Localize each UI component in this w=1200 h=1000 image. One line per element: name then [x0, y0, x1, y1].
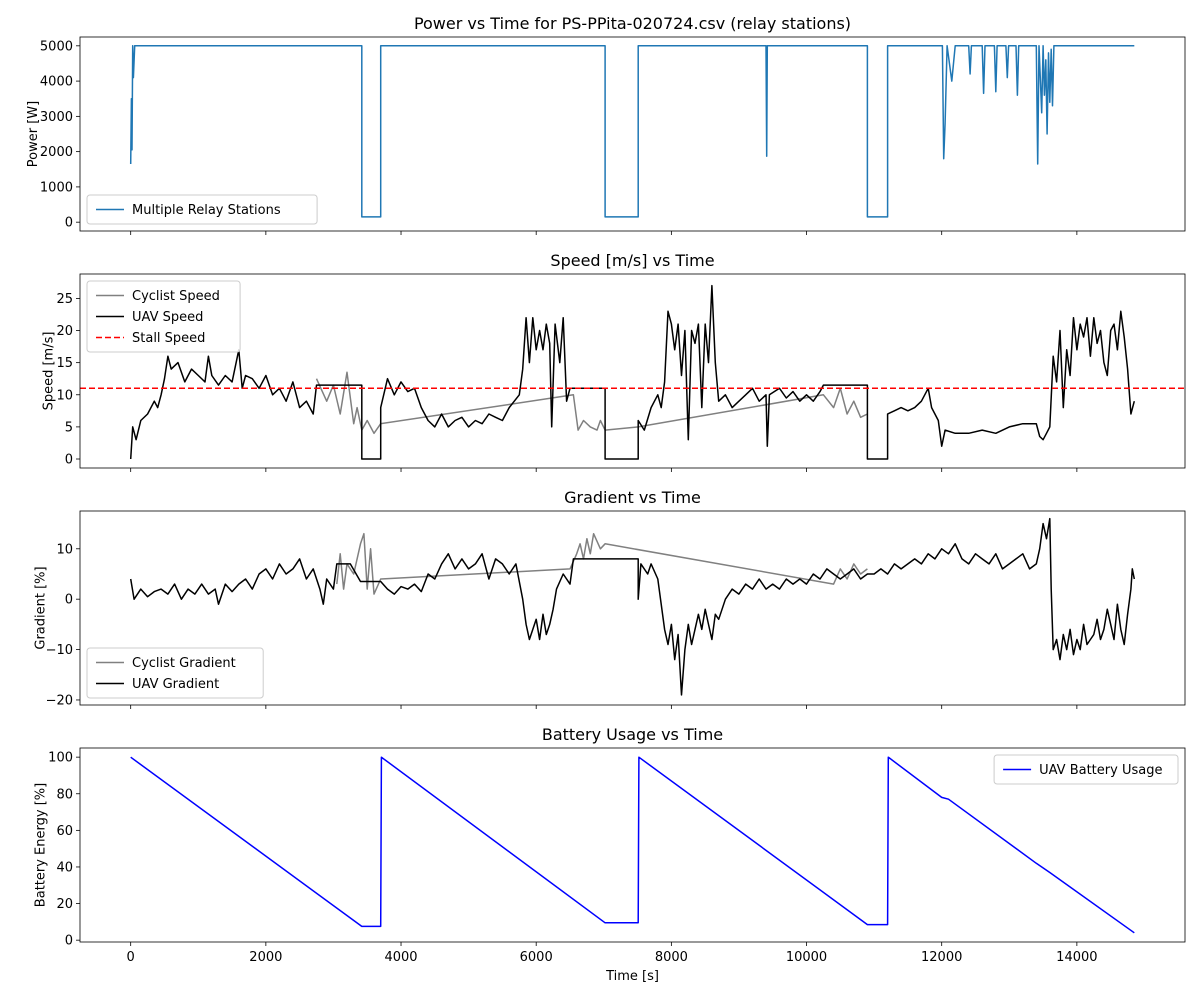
y-tick-label: 80: [56, 787, 73, 802]
legend-label: UAV Speed: [132, 310, 203, 325]
x-tick-label: 6000: [520, 950, 553, 965]
series-line-uav-speed: [129, 284, 1136, 460]
legend: Cyclist Speed UAV Speed Stall Speed: [86, 280, 241, 353]
legend-box: [86, 194, 318, 225]
y-tick-label: 5000: [40, 39, 73, 54]
chart-panel-4: 0 2000 4000 6000 8000 10000 12000 14000 0 20 40 60 8…: [34, 725, 1186, 984]
y-tick-label: 3000: [40, 110, 73, 125]
chart-panel-1: 0 1000 2000 3000 4000 5000 Power vs Time for P…: [26, 14, 1186, 235]
y-tick-label: 20: [56, 897, 73, 912]
y-axis-label: Gradient [%]: [34, 566, 49, 649]
y-tick-label: 60: [56, 824, 73, 839]
series-line-multiple-relay-stations: [129, 45, 1135, 218]
axes-frame: [79, 36, 1186, 232]
legend: Multiple Relay Stations: [86, 194, 318, 225]
legend-label: Cyclist Gradient: [132, 656, 236, 671]
legend-label: UAV Gradient: [132, 677, 219, 692]
series-line-cyclist-gradient: [336, 532, 868, 595]
legend: UAV Battery Usage: [993, 754, 1179, 785]
y-axis-label: Speed [m/s]: [41, 332, 56, 411]
legend: Cyclist Gradient UAV Gradient: [86, 647, 264, 699]
series-line-uav-battery-usage: [130, 756, 1135, 934]
y-axis-label: Power [W]: [26, 101, 41, 167]
y-tick-label: 25: [56, 292, 73, 307]
x-tick-label: 10000: [786, 950, 827, 965]
axes-frame: [79, 273, 1186, 469]
chart-panel-3: −20 −10 0 10 Gradient vs Time Gradient [%] Cyc…: [34, 488, 1186, 709]
y-tick-label: 2000: [40, 145, 73, 160]
legend-box: [86, 647, 264, 699]
y-tick-label: −20: [46, 693, 73, 708]
y-tick-label: 20: [56, 324, 73, 339]
x-axis-label: Time [s]: [605, 969, 659, 984]
y-tick-label: 40: [56, 860, 73, 875]
chart-title: Power vs Time for PS-PPita-020724.csv (r…: [414, 14, 851, 33]
legend-box: [993, 754, 1179, 785]
y-tick-label: 100: [48, 751, 73, 766]
series-line-cyclist-speed: [315, 371, 868, 435]
x-tick-label: 12000: [921, 950, 962, 965]
legend-label: UAV Battery Usage: [1039, 763, 1162, 778]
axes-frame: [79, 510, 1186, 706]
y-axis-label: Battery Energy [%]: [34, 783, 49, 907]
x-tick-label: 2000: [249, 950, 282, 965]
legend-label: Multiple Relay Stations: [132, 203, 281, 218]
legend-label: Cyclist Speed: [132, 289, 220, 304]
chart-title: Gradient vs Time: [564, 488, 701, 507]
y-tick-label: 5: [65, 420, 73, 435]
chart-panel-2: 0 5 10 15 20 25 Speed [m/s] vs Time Speed [m/s]…: [41, 251, 1186, 472]
y-tick-label: 1000: [40, 180, 73, 195]
series-line-uav-gradient: [129, 517, 1136, 696]
axes-frame: [79, 747, 1186, 943]
y-tick-label: 10: [56, 542, 73, 557]
legend-box: [86, 280, 241, 353]
y-tick-label: 0: [65, 934, 73, 949]
y-tick-label: 0: [65, 593, 73, 608]
y-tick-label: −10: [46, 643, 73, 658]
y-tick-label: 15: [56, 356, 73, 371]
legend-label: Stall Speed: [132, 331, 205, 346]
x-tick-label: 4000: [384, 950, 417, 965]
x-tick-label: 0: [127, 950, 135, 965]
y-tick-label: 0: [65, 453, 73, 468]
x-tick-label: 8000: [655, 950, 688, 965]
y-tick-label: 0: [65, 216, 73, 231]
chart-title: Battery Usage vs Time: [542, 725, 723, 744]
chart-title: Speed [m/s] vs Time: [550, 251, 714, 270]
y-tick-label: 10: [56, 388, 73, 403]
x-tick-label: 14000: [1056, 950, 1097, 965]
y-tick-label: 4000: [40, 75, 73, 90]
